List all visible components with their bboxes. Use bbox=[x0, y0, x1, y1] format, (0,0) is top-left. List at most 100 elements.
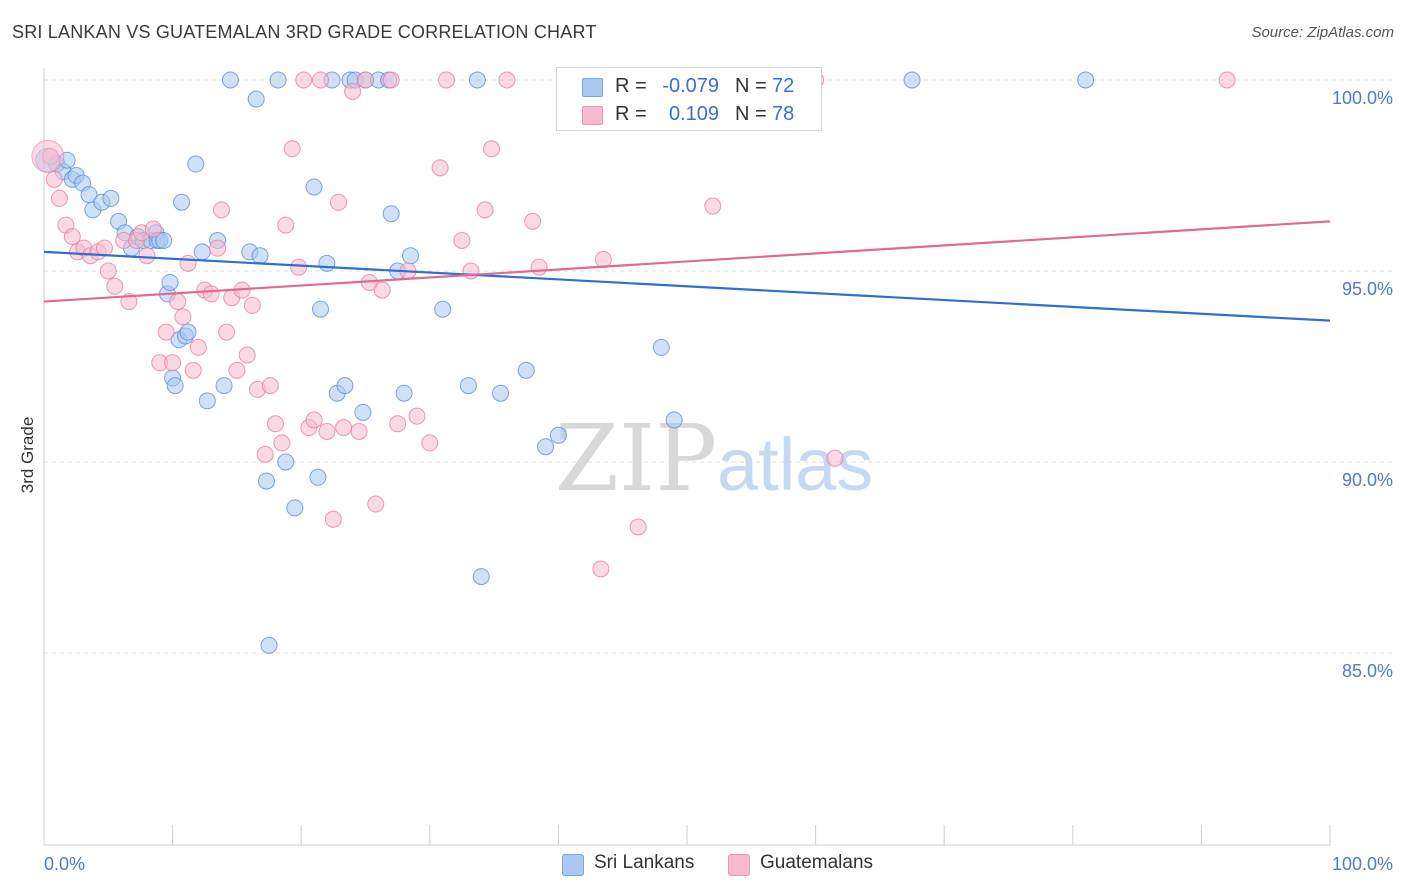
legend-row-guatemalans: R = 0.109 N = 78 bbox=[557, 100, 821, 130]
data-point bbox=[138, 247, 156, 265]
data-point bbox=[257, 472, 275, 490]
data-point bbox=[251, 247, 269, 265]
y-tick-label: 85.0% bbox=[1342, 661, 1393, 681]
data-point bbox=[537, 438, 555, 456]
data-point bbox=[247, 90, 265, 108]
bottom-legend-swatch bbox=[562, 854, 584, 876]
data-point bbox=[408, 407, 426, 425]
data-point bbox=[277, 453, 295, 471]
data-point bbox=[318, 422, 336, 440]
data-point bbox=[209, 239, 227, 257]
data-point bbox=[266, 415, 284, 433]
data-point bbox=[273, 434, 291, 452]
data-point bbox=[221, 71, 239, 89]
data-point bbox=[421, 434, 439, 452]
data-point bbox=[524, 212, 542, 230]
data-point bbox=[45, 170, 63, 188]
y-tick-label: 100.0% bbox=[1332, 88, 1393, 108]
data-point bbox=[324, 510, 342, 528]
data-point bbox=[438, 71, 456, 89]
x-tick-label: 0.0% bbox=[44, 854, 85, 874]
bottom-legend-label: Guatemalans bbox=[760, 852, 874, 873]
data-point bbox=[283, 140, 301, 158]
data-point bbox=[63, 228, 81, 246]
data-point bbox=[373, 281, 391, 299]
legend-n-label: N = bbox=[735, 103, 767, 125]
data-point bbox=[261, 377, 279, 395]
bottom-legend-swatch bbox=[728, 854, 750, 876]
data-point bbox=[592, 560, 610, 578]
data-point bbox=[238, 346, 256, 364]
data-point bbox=[472, 568, 490, 586]
x-ticks bbox=[43, 825, 1331, 845]
data-point bbox=[434, 300, 452, 318]
data-point bbox=[395, 384, 413, 402]
data-point bbox=[305, 178, 323, 196]
data-point bbox=[311, 71, 329, 89]
data-point bbox=[305, 411, 323, 429]
data-point bbox=[468, 71, 486, 89]
data-point bbox=[389, 415, 407, 433]
data-point bbox=[517, 361, 535, 379]
watermark: ZIP atlas bbox=[555, 405, 873, 512]
data-point bbox=[50, 189, 68, 207]
data-point bbox=[164, 354, 182, 372]
source-label: Source: ZipAtlas.com bbox=[1251, 24, 1394, 41]
legend-r-value: 0.109 bbox=[668, 103, 719, 125]
data-point bbox=[166, 377, 184, 395]
data-point bbox=[155, 231, 173, 249]
data-point bbox=[704, 197, 722, 215]
data-point bbox=[498, 71, 516, 89]
data-point bbox=[277, 216, 295, 234]
trendline bbox=[43, 250, 1331, 322]
data-point bbox=[652, 338, 670, 356]
data-point bbox=[269, 71, 287, 89]
data-point bbox=[286, 499, 304, 517]
trendlines bbox=[43, 220, 1331, 322]
data-point bbox=[530, 258, 548, 276]
legend-row-sri-lankans: R = -0.079 N = 72 bbox=[557, 72, 821, 102]
points-sri-lankans bbox=[35, 71, 1095, 654]
chart-title: SRI LANKAN VS GUATEMALAN 3RD GRADE CORRE… bbox=[12, 22, 597, 42]
watermark-zip: ZIP bbox=[555, 405, 717, 512]
data-point bbox=[354, 403, 372, 421]
data-point bbox=[95, 239, 113, 257]
y-tick-labels: 85.0% 90.0% 95.0% 100.0% bbox=[1332, 88, 1393, 681]
data-point bbox=[1077, 71, 1095, 89]
data-point bbox=[431, 159, 449, 177]
data-point bbox=[193, 243, 211, 261]
data-point bbox=[367, 495, 385, 513]
data-point bbox=[629, 518, 647, 536]
legend-r-label: R = bbox=[615, 75, 647, 97]
legend-swatch-guatemalans bbox=[582, 106, 603, 125]
data-point bbox=[476, 201, 494, 219]
data-point bbox=[256, 445, 274, 463]
data-point bbox=[344, 82, 362, 100]
data-point bbox=[189, 338, 207, 356]
data-point bbox=[350, 422, 368, 440]
legend-n-value: 78 bbox=[772, 103, 795, 125]
data-point bbox=[311, 300, 329, 318]
x-tick-labels: 0.0% 100.0% bbox=[44, 854, 1393, 874]
data-point bbox=[157, 323, 175, 341]
data-point bbox=[826, 449, 844, 467]
data-point bbox=[102, 189, 120, 207]
data-point bbox=[243, 296, 261, 314]
data-point bbox=[492, 384, 510, 402]
legend-swatch-sri-lankans bbox=[582, 78, 603, 97]
data-point bbox=[290, 258, 308, 276]
x-tick-label: 100.0% bbox=[1332, 854, 1393, 874]
data-point bbox=[173, 193, 191, 211]
data-point bbox=[665, 411, 683, 429]
gridlines bbox=[44, 79, 1395, 654]
data-point bbox=[594, 251, 612, 269]
data-point bbox=[453, 231, 471, 249]
data-point bbox=[459, 377, 477, 395]
data-point bbox=[161, 273, 179, 291]
data-point bbox=[549, 426, 567, 444]
points-guatemalans bbox=[31, 71, 1236, 578]
data-point bbox=[903, 71, 921, 89]
data-point bbox=[184, 361, 202, 379]
data-point bbox=[218, 323, 236, 341]
